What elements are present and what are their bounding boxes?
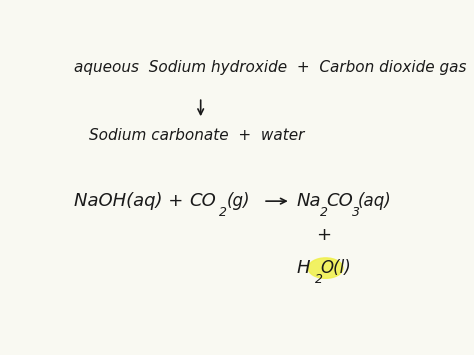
Text: 2: 2 (219, 206, 227, 219)
Text: H: H (296, 259, 310, 277)
Text: Sodium carbonate  +  water: Sodium carbonate + water (89, 128, 304, 143)
Text: 2: 2 (315, 273, 323, 285)
Text: NaOH(aq) +: NaOH(aq) + (74, 192, 183, 210)
Text: Na: Na (296, 192, 321, 210)
Text: (g): (g) (227, 192, 250, 210)
Text: 2: 2 (320, 206, 328, 219)
Ellipse shape (308, 258, 343, 278)
Text: O(l): O(l) (321, 259, 352, 277)
Text: CO: CO (190, 192, 217, 210)
Text: aqueous  Sodium hydroxide  +  Carbon dioxide gas: aqueous Sodium hydroxide + Carbon dioxid… (74, 60, 466, 75)
Text: +: + (316, 226, 331, 244)
Text: (aq): (aq) (357, 192, 392, 210)
Text: 3: 3 (352, 206, 360, 219)
Text: CO: CO (326, 192, 353, 210)
